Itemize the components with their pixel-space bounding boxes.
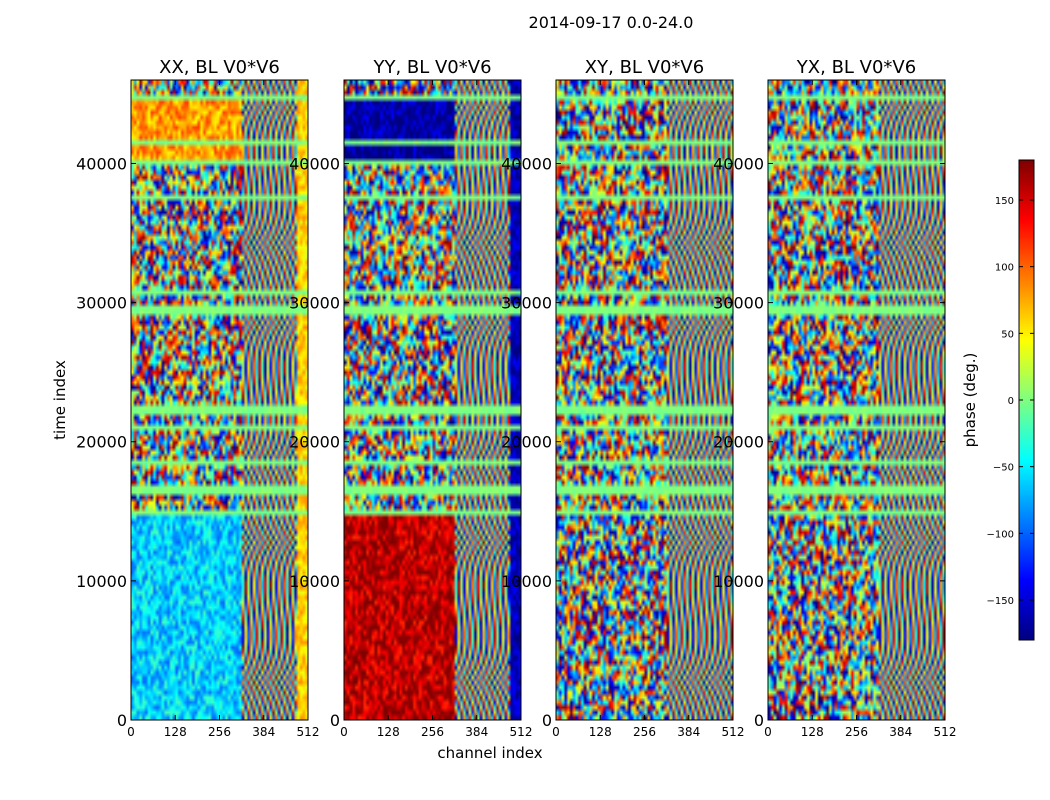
x-tick-label: 512 <box>510 725 533 739</box>
y-tick-label: 10000 <box>289 572 340 591</box>
y-tick-label: 20000 <box>289 433 340 452</box>
x-tick-label: 128 <box>164 725 187 739</box>
x-tick-label: 128 <box>377 725 400 739</box>
x-tick-label: 0 <box>552 725 560 739</box>
y-tick-label: 20000 <box>76 433 127 452</box>
colorbar-tick-label: 150 <box>995 196 1014 207</box>
y-tick-label: 40000 <box>713 154 764 173</box>
panel: YX, BL V0*V6 0 128 256 384 512 0 10000 20000 3000… <box>713 57 956 739</box>
x-tick-label: 384 <box>889 725 912 739</box>
y-tick-label: 0 <box>330 711 340 730</box>
x-tick-label: 384 <box>465 725 488 739</box>
x-axis-label: channel index <box>437 744 542 762</box>
x-tick-label: 256 <box>421 725 444 739</box>
x-tick-label: 512 <box>934 725 957 739</box>
colorbar-tick-label: 0 <box>1008 396 1014 407</box>
y-tick-label: 30000 <box>713 294 764 313</box>
panels: XX, BL V0*V6 0 128 256 384 512 0 10000 20000 3000… <box>76 57 956 739</box>
x-tick-label: 256 <box>845 725 868 739</box>
panel-title: YY, BL V0*V6 <box>372 57 491 78</box>
phase-heatmap <box>344 80 521 720</box>
y-tick-label: 40000 <box>501 154 552 173</box>
x-tick-label: 512 <box>722 725 745 739</box>
y-tick-label: 0 <box>542 711 552 730</box>
colorbar-tick-label: 100 <box>995 263 1014 274</box>
colorbar-label: phase (deg.) <box>961 353 979 448</box>
figure-title: 2014-09-17 0.0-24.0 <box>529 13 694 32</box>
panel: XX, BL V0*V6 0 128 256 384 512 0 10000 20000 3000… <box>76 57 319 739</box>
panel-title: XY, BL V0*V6 <box>585 57 704 78</box>
panel: XY, BL V0*V6 0 128 256 384 512 0 10000 20000 3000… <box>501 57 744 739</box>
x-tick-label: 128 <box>801 725 824 739</box>
x-tick-label: 384 <box>677 725 700 739</box>
panel: YY, BL V0*V6 0 128 256 384 512 0 10000 20000 3000… <box>289 57 532 739</box>
y-tick-label: 20000 <box>501 433 552 452</box>
y-tick-label: 0 <box>754 711 764 730</box>
x-tick-label: 384 <box>252 725 275 739</box>
y-tick-label: 20000 <box>713 433 764 452</box>
y-tick-label: 10000 <box>713 572 764 591</box>
phase-heatmap <box>131 80 308 720</box>
x-tick-label: 0 <box>340 725 348 739</box>
y-tick-label: 40000 <box>76 154 127 173</box>
x-tick-label: 512 <box>297 725 320 739</box>
phase-heatmap <box>768 80 945 720</box>
colorbar-gradient <box>1019 160 1034 640</box>
x-tick-label: 0 <box>764 725 772 739</box>
x-tick-label: 0 <box>127 725 135 739</box>
panel-title: XX, BL V0*V6 <box>159 57 280 78</box>
y-tick-label: 10000 <box>76 572 127 591</box>
colorbar: −150 −100 −50 0 50 100 150 <box>987 159 1035 641</box>
phase-heatmap <box>556 80 733 720</box>
y-tick-label: 30000 <box>501 294 552 313</box>
colorbar-tick-label: 50 <box>1001 329 1014 340</box>
colorbar-tick-label: −100 <box>987 529 1014 540</box>
panel-title: YX, BL V0*V6 <box>796 57 916 78</box>
x-tick-label: 256 <box>633 725 656 739</box>
colorbar-tick-label: −50 <box>993 463 1014 474</box>
y-tick-label: 30000 <box>289 294 340 313</box>
x-tick-label: 128 <box>589 725 612 739</box>
y-axis-label: time index <box>51 360 69 440</box>
y-tick-label: 30000 <box>76 294 127 313</box>
x-tick-label: 256 <box>208 725 231 739</box>
y-tick-label: 0 <box>117 711 127 730</box>
y-tick-label: 10000 <box>501 572 552 591</box>
colorbar-tick-label: −150 <box>987 596 1014 607</box>
y-tick-label: 40000 <box>289 154 340 173</box>
